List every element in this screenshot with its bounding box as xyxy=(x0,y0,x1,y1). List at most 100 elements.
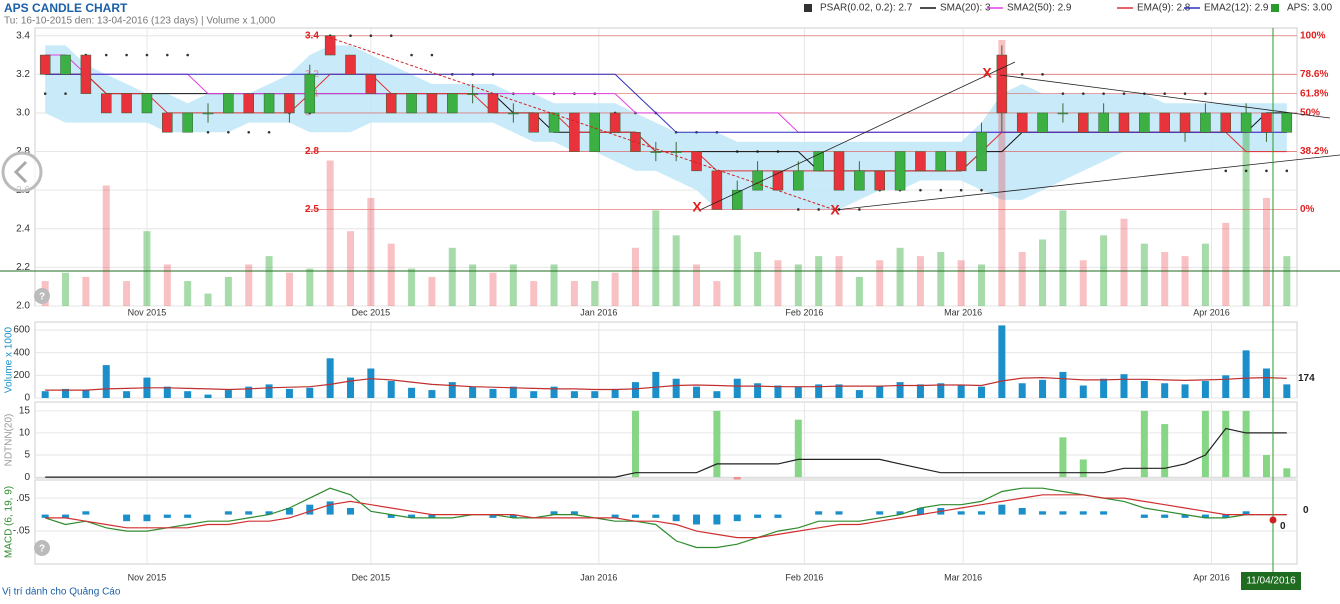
y-tick-label: 5 xyxy=(24,450,30,461)
volume-overlay-bar xyxy=(1283,256,1291,306)
candle-body xyxy=(1139,112,1150,133)
candle-body xyxy=(202,112,214,115)
y-tick-label: 200 xyxy=(13,370,30,381)
bar xyxy=(41,514,49,518)
psar-dot xyxy=(1020,73,1024,76)
bar xyxy=(713,410,721,478)
candle-body xyxy=(385,93,397,114)
candle-body xyxy=(793,170,804,191)
trend-line xyxy=(999,74,1331,119)
candle-body xyxy=(243,93,254,114)
bar xyxy=(978,386,985,398)
bar xyxy=(224,511,232,515)
y-tick-label: 400 xyxy=(13,347,30,358)
pivot-marker: X xyxy=(692,199,702,215)
candle-body xyxy=(345,54,356,75)
candle-body xyxy=(508,112,519,115)
bar xyxy=(693,386,701,398)
bar xyxy=(570,391,578,398)
bar xyxy=(285,508,293,515)
legend-label: PSAR(0.02, 0.2): 2.7 xyxy=(820,3,913,14)
candle-body xyxy=(874,170,885,191)
candle-body xyxy=(223,93,234,114)
bar xyxy=(123,514,131,522)
candle-body xyxy=(894,151,906,191)
candle-body xyxy=(1037,112,1048,133)
bar xyxy=(184,391,192,398)
cursor-date: 11/04/2016 xyxy=(1246,576,1296,587)
volume-overlay-bar xyxy=(1222,222,1230,306)
bar xyxy=(937,383,945,398)
y-tick-label: 10 xyxy=(19,428,31,439)
candle-body xyxy=(711,170,723,210)
psar-dot xyxy=(206,130,210,134)
candle-body xyxy=(670,151,682,153)
candle-body xyxy=(915,151,926,172)
bar xyxy=(1161,383,1169,398)
psar-dot xyxy=(369,34,373,38)
candle-body xyxy=(1159,112,1170,133)
volume-overlay-bar xyxy=(184,281,192,306)
fib-price-label: 3.4 xyxy=(305,30,319,41)
psar-dot xyxy=(919,188,922,192)
candle-body xyxy=(731,189,743,210)
volume-overlay-bar xyxy=(693,264,701,306)
bar xyxy=(163,386,171,398)
psar-dot xyxy=(1204,92,1207,95)
candle-body xyxy=(691,151,702,172)
psar-dot xyxy=(980,188,983,192)
bar xyxy=(1262,455,1270,478)
candle-body xyxy=(304,74,316,114)
bar xyxy=(896,511,904,515)
candle-body xyxy=(100,93,112,114)
volume-overlay-bar xyxy=(713,281,721,306)
legend-swatch xyxy=(804,4,812,12)
bar xyxy=(1242,350,1250,398)
fib-price-label: 2.8 xyxy=(305,146,319,157)
help-button[interactable] xyxy=(34,288,50,304)
candle-body xyxy=(569,112,580,152)
bar xyxy=(1039,379,1047,398)
candle-body xyxy=(528,112,539,133)
bar xyxy=(1039,511,1047,515)
x-tick-label: Dec 2015 xyxy=(352,572,391,582)
bar xyxy=(1283,468,1291,478)
volume-overlay-bar xyxy=(408,268,416,306)
fib-percent-label: 100% xyxy=(1300,30,1326,41)
bar xyxy=(428,514,436,518)
help-button[interactable] xyxy=(34,540,50,556)
bar xyxy=(978,511,985,515)
candle-body xyxy=(609,112,621,133)
legend-label: SMA(20): 3 xyxy=(940,3,991,14)
psar-dot xyxy=(410,53,413,57)
volume-overlay-bar xyxy=(652,210,660,306)
volume-overlay-bar xyxy=(550,264,558,306)
candle-body xyxy=(1016,112,1028,133)
bar xyxy=(1079,459,1087,478)
bar xyxy=(1201,380,1209,398)
bar xyxy=(815,384,823,398)
bar xyxy=(1079,385,1087,398)
x-tick-label: Jan 2016 xyxy=(580,307,617,317)
x-tick-label: Dec 2015 xyxy=(352,307,391,317)
psar-dot xyxy=(430,53,434,57)
volume-overlay-bar xyxy=(754,251,762,306)
bar xyxy=(1059,437,1067,478)
bar xyxy=(876,511,884,515)
nav-prev-button[interactable] xyxy=(1,151,43,193)
candle-body xyxy=(39,54,51,75)
bar xyxy=(62,388,70,398)
legend-swatch xyxy=(1271,4,1279,12)
bar xyxy=(347,377,354,398)
candle-body xyxy=(1118,112,1130,133)
volume-overlay-bar xyxy=(1201,243,1209,306)
psar-dot xyxy=(125,53,128,57)
volume-overlay-bar xyxy=(937,251,945,306)
bar xyxy=(1262,368,1270,398)
volume-overlay-bar xyxy=(998,40,1006,306)
bar xyxy=(82,390,90,398)
bar xyxy=(1059,371,1067,398)
bar xyxy=(1140,514,1148,518)
bar xyxy=(1018,383,1026,398)
